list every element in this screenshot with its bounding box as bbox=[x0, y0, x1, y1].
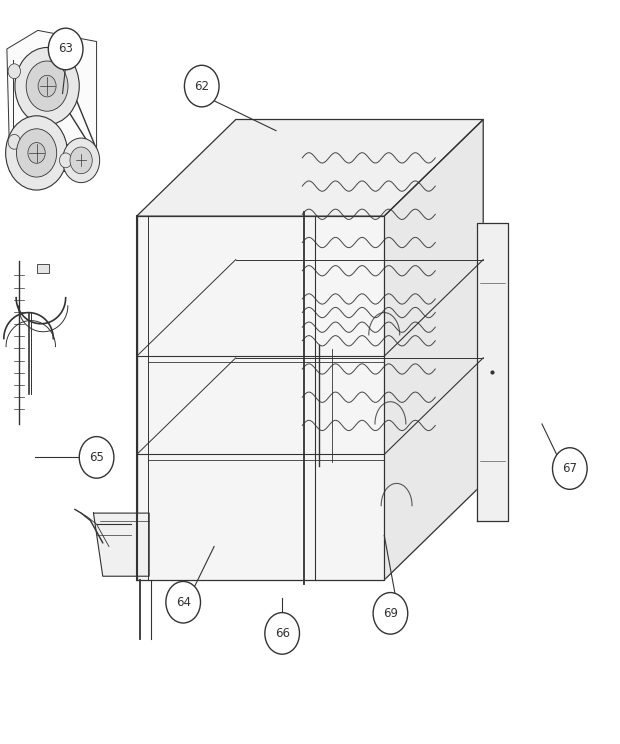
Circle shape bbox=[552, 448, 587, 490]
Text: 66: 66 bbox=[275, 627, 290, 640]
Text: eReplacementParts.com: eReplacementParts.com bbox=[238, 417, 382, 431]
FancyBboxPatch shape bbox=[37, 264, 49, 273]
Polygon shape bbox=[137, 120, 483, 216]
Circle shape bbox=[6, 116, 68, 190]
Circle shape bbox=[63, 138, 100, 182]
Circle shape bbox=[15, 48, 79, 125]
Polygon shape bbox=[137, 216, 384, 580]
Circle shape bbox=[166, 581, 200, 623]
Circle shape bbox=[184, 65, 219, 107]
Polygon shape bbox=[94, 513, 149, 576]
Circle shape bbox=[28, 143, 45, 164]
Circle shape bbox=[265, 612, 299, 654]
Text: 65: 65 bbox=[89, 451, 104, 464]
Text: 63: 63 bbox=[58, 42, 73, 56]
Circle shape bbox=[48, 28, 83, 70]
Text: 64: 64 bbox=[175, 596, 191, 609]
Polygon shape bbox=[477, 223, 508, 521]
Circle shape bbox=[60, 153, 72, 168]
Text: 62: 62 bbox=[194, 80, 209, 92]
Circle shape bbox=[70, 147, 92, 173]
Circle shape bbox=[26, 61, 68, 111]
Text: 67: 67 bbox=[562, 462, 577, 475]
Circle shape bbox=[79, 437, 114, 478]
Circle shape bbox=[8, 135, 20, 150]
Polygon shape bbox=[384, 120, 483, 580]
Text: 69: 69 bbox=[383, 607, 398, 620]
Circle shape bbox=[17, 129, 56, 177]
Circle shape bbox=[373, 592, 408, 634]
Polygon shape bbox=[7, 31, 97, 172]
Circle shape bbox=[38, 75, 56, 97]
Circle shape bbox=[8, 64, 20, 79]
